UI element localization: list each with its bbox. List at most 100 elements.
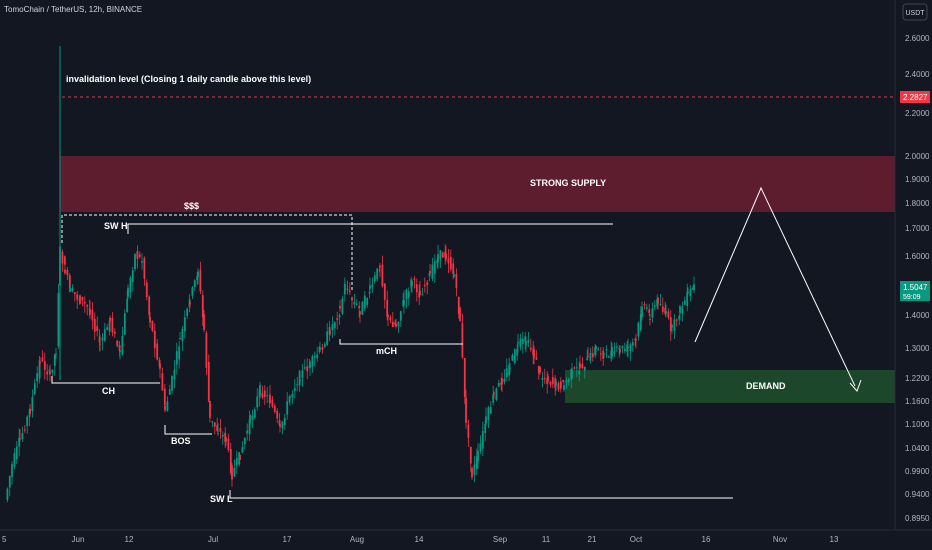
candle-body [602, 350, 605, 359]
x-tick-label: 5 [2, 535, 7, 544]
candle-body [103, 329, 106, 341]
candle-body [89, 309, 91, 315]
candle-body [397, 321, 400, 327]
candle-body [178, 346, 181, 360]
y-tick-label: 1.2200 [905, 374, 930, 383]
candle-body [149, 317, 151, 323]
y-tick-label: 2.0000 [905, 152, 930, 161]
candle-body [463, 357, 466, 398]
candle-body [151, 321, 154, 331]
candle-body [348, 290, 351, 293]
candle-body [484, 423, 487, 434]
x-tick-label: Nov [773, 535, 787, 544]
candle-body [563, 385, 565, 390]
candle-body [341, 298, 344, 314]
candle-body [643, 304, 646, 306]
candle-body [543, 378, 546, 380]
x-tick-label: Jul [208, 535, 218, 544]
price-marker [900, 281, 930, 301]
strong-supply-zone [60, 156, 895, 212]
candle-body [203, 314, 205, 330]
candle-body [331, 324, 334, 331]
candle-body [641, 306, 643, 317]
ch-line [51, 376, 160, 384]
swing-low-line [229, 490, 733, 499]
candle-body [541, 378, 544, 380]
candle-body [651, 308, 654, 318]
candle-body [321, 347, 324, 350]
candle-body [249, 415, 251, 424]
candle-body [31, 397, 34, 412]
y-tick-label: 0.8950 [905, 514, 930, 523]
candle-body [49, 371, 51, 374]
candle-body [615, 346, 618, 348]
price-marker [900, 91, 930, 103]
y-tick-label: 0.9900 [905, 467, 930, 476]
candle-body [129, 277, 132, 293]
candle-body [399, 311, 402, 321]
candle-body [578, 370, 581, 375]
candle-body [565, 380, 568, 383]
swing-low-label: SW L [210, 494, 233, 504]
candle-body [68, 275, 71, 288]
candle-body [261, 393, 264, 398]
candle-body [623, 348, 626, 352]
candle-body [269, 395, 271, 403]
currency-button[interactable] [902, 3, 928, 21]
candle-body [39, 361, 41, 364]
candle-body [665, 310, 667, 314]
candle-body [516, 348, 519, 356]
candle-body [405, 289, 408, 300]
candle-body [549, 381, 552, 385]
candle-body [196, 276, 199, 281]
candle-body [621, 346, 624, 349]
candle-body [66, 269, 69, 276]
candle-body [371, 284, 374, 288]
candle-body [141, 261, 143, 263]
demand-label: DEMAND [746, 381, 786, 391]
mch-line [339, 339, 463, 345]
candle-body [263, 390, 266, 397]
candle-body [469, 446, 472, 464]
candle-body [527, 339, 530, 343]
y-tick-label: 1.6000 [905, 252, 930, 261]
y-tick-label: 1.7000 [905, 224, 930, 233]
candle-body [276, 410, 279, 419]
candle-body [653, 305, 656, 307]
candle-body [559, 381, 562, 389]
candle-body [579, 363, 581, 368]
candle-body [661, 306, 664, 312]
candle-body [591, 353, 594, 358]
x-tick-label: 17 [283, 535, 292, 544]
candle-body [163, 388, 166, 405]
candle-body [517, 341, 519, 344]
candle-body [64, 269, 66, 274]
candle-body [359, 311, 361, 315]
candle-body [346, 288, 349, 291]
candle-body [586, 357, 589, 361]
candle-body [467, 424, 470, 439]
candle-body [73, 292, 76, 294]
candle-body [251, 415, 254, 421]
liquidity-label: $$$ [184, 201, 199, 211]
candle-body [266, 395, 269, 397]
candle-body [225, 437, 227, 442]
candle-body [524, 336, 527, 342]
x-tick-label: 11 [542, 535, 551, 544]
candle-body [361, 301, 364, 315]
candle-body [306, 366, 309, 372]
candle-body [69, 286, 71, 293]
supply-label: STRONG SUPPLY [530, 178, 606, 188]
candle-body [358, 305, 361, 309]
candle-body [366, 298, 369, 305]
candle-body [639, 314, 642, 331]
candle-body [145, 282, 148, 298]
candle-body [664, 307, 667, 314]
candle-body [513, 349, 516, 363]
candle-body [529, 347, 532, 350]
candle-body [539, 367, 541, 373]
candle-body [46, 371, 49, 375]
candle-body [229, 449, 232, 473]
candle-body [131, 270, 134, 282]
